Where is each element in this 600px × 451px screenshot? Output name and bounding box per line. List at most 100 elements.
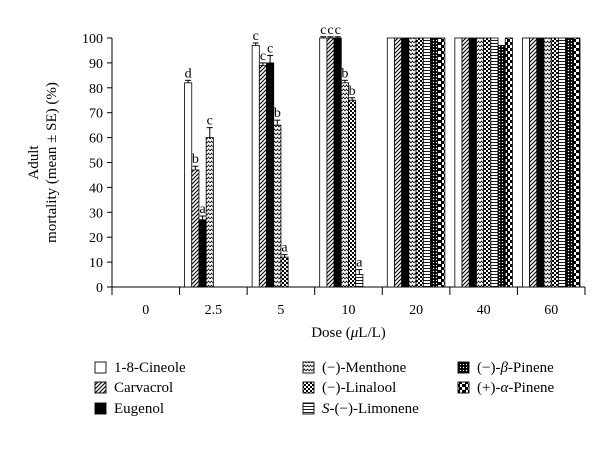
- bar: [205, 137, 214, 288]
- significance-letter: c: [327, 23, 333, 38]
- significance-letter: c: [253, 29, 259, 44]
- legend-label: Carvacrol: [114, 380, 173, 396]
- y-tick-label: 100: [82, 32, 103, 47]
- legend-swatch: [302, 402, 315, 415]
- significance-letter: a: [281, 241, 288, 256]
- legend-label-part: Eugenol: [114, 401, 164, 417]
- bar: [483, 37, 492, 288]
- x-tick-label: 2.5: [205, 303, 223, 318]
- bar: [497, 45, 506, 288]
- x-tick-label: 10: [342, 303, 356, 318]
- y-tick-label: 10: [89, 256, 103, 271]
- bar: [437, 37, 446, 288]
- bar: [386, 37, 395, 288]
- bar: [326, 37, 335, 288]
- x-tick-label: 0: [142, 303, 149, 318]
- legend-label: 1-8-Cineole: [114, 360, 186, 376]
- bar: [468, 37, 477, 288]
- bar: [476, 37, 485, 288]
- x-tick-label: 5: [277, 303, 284, 318]
- axis-titles: Adult mortality (mean ± SE) (%) Dose (μL/L…: [26, 82, 386, 341]
- y-tick-label: 60: [89, 132, 103, 147]
- y-tick-label: 20: [89, 231, 103, 246]
- bar: [422, 37, 431, 288]
- legend-label-part: β: [499, 360, 508, 376]
- legend-entry: (−)-β-Pinene: [457, 360, 554, 376]
- significance-letter: d: [185, 66, 192, 81]
- legend-label: (−)-Linalool: [322, 380, 396, 396]
- legend-entry: S-(−)-Limonene: [302, 401, 419, 417]
- legend-label-part: S: [322, 401, 330, 417]
- legend-label: S-(−)-Limonene: [322, 401, 419, 417]
- bar: [251, 45, 260, 288]
- legend-entry: (+)-α-Pinene: [457, 380, 554, 396]
- legend-label: (+)-α-Pinene: [477, 380, 554, 396]
- legend-swatch: [457, 381, 470, 394]
- significance-letter: a: [199, 202, 206, 217]
- legend: 1-8-Cineole Carvacrol Eugenol (−)-Menthone (…: [94, 360, 554, 417]
- bar: [333, 37, 342, 288]
- y-tick-label: 30: [89, 206, 103, 221]
- legend-swatch: [457, 361, 470, 374]
- legend-swatch: [94, 402, 107, 415]
- bar: [184, 82, 193, 288]
- bar: [529, 37, 538, 288]
- legend-swatch: [302, 361, 315, 374]
- significance-letter: c: [320, 23, 326, 38]
- bar: [504, 37, 513, 288]
- bar: [266, 62, 275, 288]
- y-tick-label: 0: [96, 281, 103, 296]
- significance-letter: b: [274, 106, 281, 121]
- legend-swatch: [94, 381, 107, 394]
- significance-letter: c: [260, 49, 266, 64]
- significance-letter: c: [207, 114, 213, 129]
- legend-label-part: (−)-Menthone: [322, 360, 407, 376]
- y-axis-title-line-1: Adult: [26, 145, 42, 180]
- bar: [408, 37, 417, 288]
- x-tick-label: 20: [409, 303, 423, 318]
- legend-entry: (−)-Menthone: [302, 360, 407, 376]
- bar: [415, 37, 424, 288]
- x-axis: 0 2.5 5 10 20 40 60: [111, 286, 586, 318]
- x-tick-label: 40: [477, 303, 491, 318]
- legend-swatch: [302, 381, 315, 394]
- legend-entry: Eugenol: [94, 401, 164, 417]
- x-axis-title: Dose (μL/L): [311, 325, 386, 341]
- significance-letter: b: [192, 152, 199, 167]
- bar: [401, 37, 410, 288]
- bar: [394, 37, 403, 288]
- legend-label-part: α: [500, 380, 509, 396]
- legend-entry: Carvacrol: [94, 380, 173, 396]
- bar: [536, 37, 545, 288]
- bar: [558, 37, 567, 288]
- legend-label: (−)-Menthone: [322, 360, 407, 376]
- bar: [273, 124, 282, 288]
- bar: [543, 37, 552, 288]
- bar: [355, 274, 364, 288]
- bar: [522, 37, 531, 288]
- bar: [550, 37, 559, 288]
- y-tick-label: 70: [89, 107, 103, 122]
- bar: [454, 37, 463, 288]
- x-axis-title-part: Dose (: [311, 325, 351, 341]
- x-axis-title-part: L/L): [358, 325, 386, 341]
- bar: [280, 256, 289, 288]
- y-tick-label: 50: [89, 157, 103, 172]
- legend-label-part: (−)-: [477, 360, 500, 376]
- legend-label-part: (−)-Linalool: [322, 380, 396, 396]
- x-tick-label: 60: [544, 303, 558, 318]
- legend-label-part: -(−)-Limonene: [330, 401, 420, 417]
- y-axis-title-line-2: mortality (mean ± SE) (%): [44, 82, 60, 243]
- bar: [565, 37, 574, 288]
- y-axis: 0 10 20 30 40 50 60 70 80 90 100: [82, 32, 113, 296]
- bar: [430, 37, 439, 288]
- y-tick-label: 80: [89, 82, 103, 97]
- legend-label-part: -Pinene: [508, 380, 554, 396]
- legend-label-part: 1-8-Cineole: [114, 360, 186, 376]
- y-tick-label: 40: [89, 181, 103, 196]
- bar-groups: [184, 36, 581, 288]
- legend-label: (−)-β-Pinene: [477, 360, 554, 376]
- bar: [572, 37, 581, 288]
- bar: [461, 37, 470, 288]
